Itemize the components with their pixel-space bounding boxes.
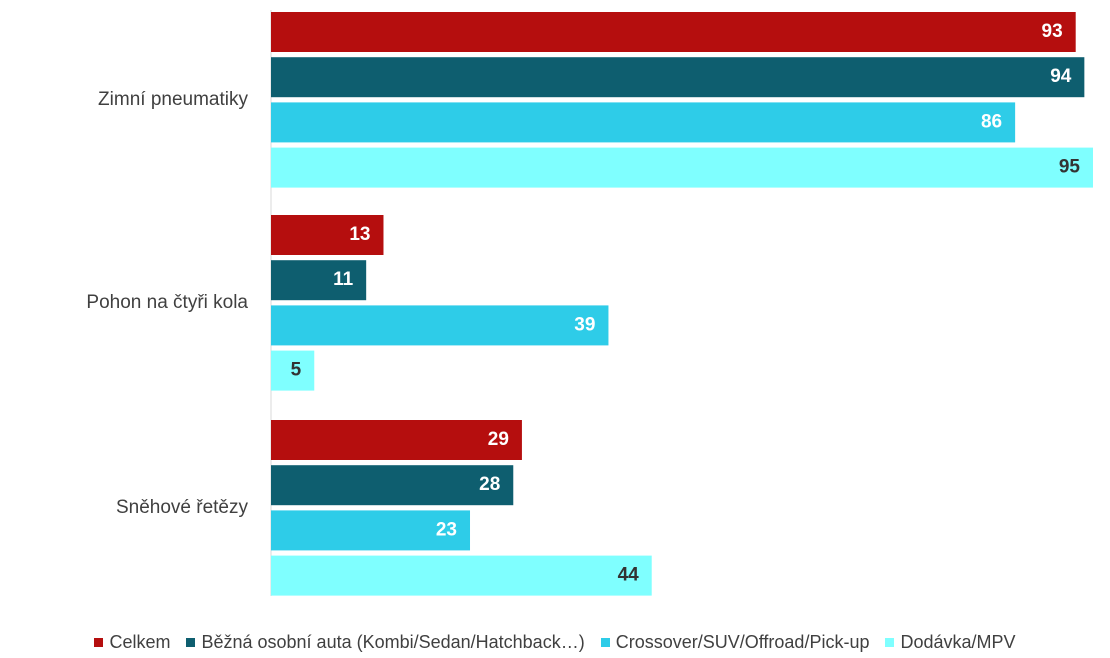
bar: [271, 147, 1093, 188]
legend-label: Dodávka/MPV: [900, 632, 1016, 652]
category-labels-group: Zimní pneumatiky Pohon na čtyři kola Sněho…: [86, 89, 248, 518]
bar: [271, 420, 522, 460]
category-label: Sněhové řetězy: [116, 497, 249, 518]
legend-item: Celkem: [94, 632, 170, 653]
bar: [271, 350, 315, 391]
data-label: 94: [1050, 66, 1072, 87]
legend-swatch: [885, 638, 895, 647]
legend-swatch: [94, 638, 104, 647]
data-label: 44: [618, 565, 640, 586]
category-label: Zimní pneumatiky: [98, 89, 248, 110]
data-label: 5: [291, 360, 302, 381]
legend-label: Crossover/SUV/Offroad/Pick-up: [615, 632, 870, 652]
bar: [271, 555, 652, 596]
data-label: 23: [436, 519, 457, 540]
bar-chart-svg: 93 94 86 95 13 11 39 5 29 28 23 44 Zimní pneumatiky…: [86, 10, 1093, 596]
legend-label: Běžná osobní auta (Kombi/Sedan/Hatchback…: [201, 632, 585, 652]
legend-label: Celkem: [109, 632, 171, 652]
data-label: 39: [574, 314, 595, 335]
bar: [271, 57, 1085, 98]
bar: [271, 12, 1076, 52]
category-label: Pohon na čtyři kola: [86, 292, 248, 313]
legend-swatch: [186, 638, 196, 647]
data-label: 93: [1042, 21, 1063, 42]
bar: [271, 215, 384, 255]
legend-item: Crossover/SUV/Offroad/Pick-up: [600, 632, 870, 653]
data-label: 86: [981, 111, 1002, 132]
legend-swatch: [600, 638, 610, 647]
data-label: 29: [488, 429, 509, 450]
data-label: 11: [333, 269, 354, 290]
data-label: 28: [479, 474, 500, 495]
bar: [271, 465, 514, 506]
bar: [271, 260, 367, 301]
bars-group: 93 94 86 95 13 11 39 5 29 28 23 44: [271, 12, 1093, 596]
legend-item: Běžná osobní auta (Kombi/Sedan/Hatchback…: [186, 632, 585, 653]
data-label: 13: [349, 224, 370, 245]
legend: Celkem Běžná osobní auta (Kombi/Sedan/Hat…: [0, 632, 1110, 653]
data-label: 95: [1059, 157, 1081, 178]
legend-item: Dodávka/MPV: [885, 632, 1016, 653]
bar: [271, 510, 471, 551]
bar: [271, 305, 609, 346]
bar: [271, 102, 1016, 143]
